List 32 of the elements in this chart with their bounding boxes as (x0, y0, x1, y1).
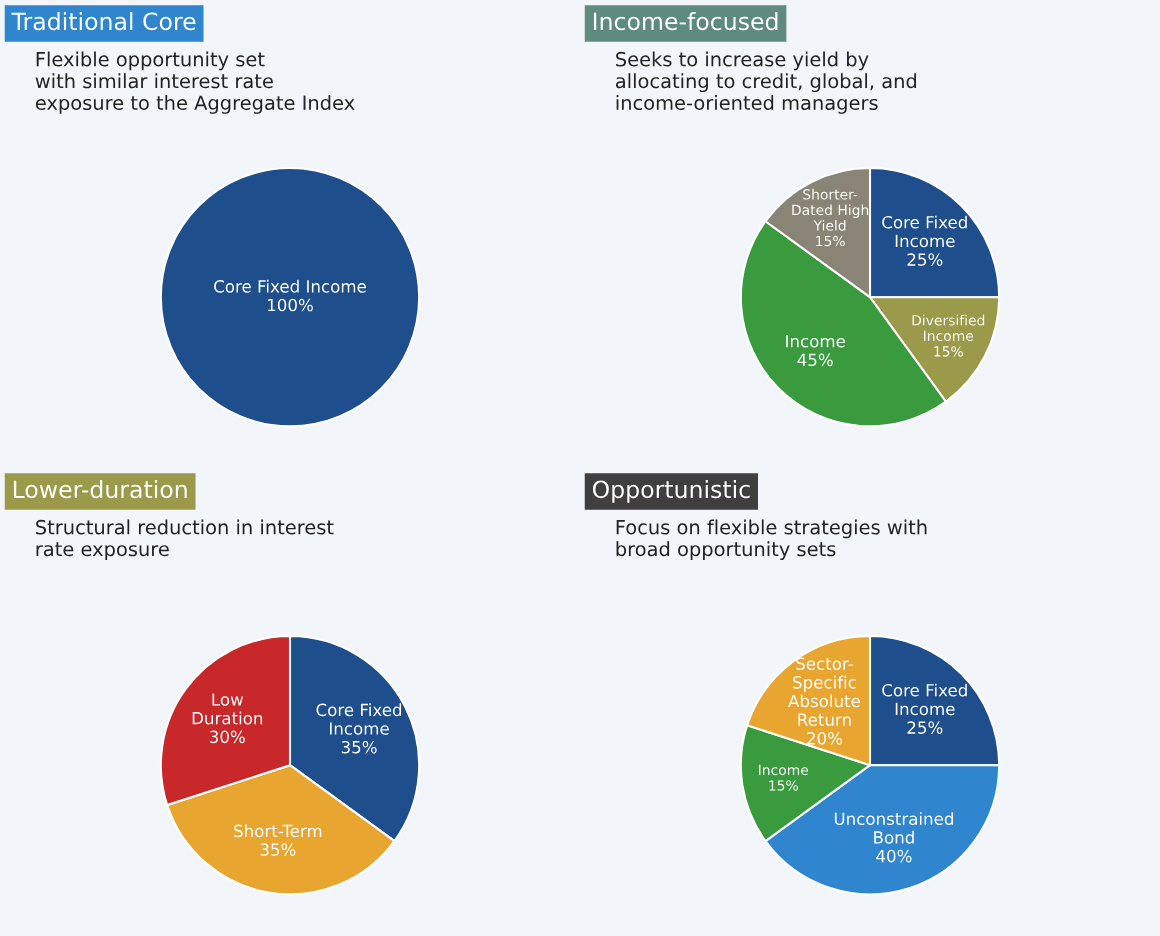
slice-label: Core Fixed Income (882, 683, 967, 716)
data-label: 40% (876, 849, 912, 863)
slice-label: Short-Term (234, 824, 322, 838)
data-label: 45% (797, 353, 833, 367)
data-label: 25% (907, 253, 943, 266)
data-label: 100% (268, 298, 313, 312)
data-label: 20% (807, 732, 843, 745)
slice-label: Shorter- Dated High Yield (792, 188, 869, 231)
data-label: 25% (907, 721, 943, 734)
slice-label: Income (759, 764, 809, 776)
data-label: 15% (816, 235, 845, 247)
data-label: 15% (934, 346, 963, 357)
slice-label: Diversified Income (912, 314, 985, 342)
slice-label: Income (786, 335, 845, 348)
chart-title: Lower-duration (13, 479, 187, 499)
slice-label: Core Fixed Income (214, 279, 366, 293)
slice-label: Low Duration (192, 693, 263, 725)
chart-title: Opportunistic (592, 479, 750, 503)
slice-label: Sector- Specific Absolute Return (788, 657, 860, 726)
chart-subtitle: Focus on flexible strategies with broad opportunity sets (616, 519, 927, 561)
chart-subtitle: Flexible opportunity set with similar interest rate exposure to the Aggregate Index (35, 51, 355, 114)
chart-subtitle: Structural reduction in interest rate exposure (36, 519, 334, 561)
chart-title: Income-focused (593, 11, 778, 31)
data-label: 15% (769, 780, 798, 791)
chart-subtitle: Seeks to increase yield by allocating to credit, global, and income-oriented managers (615, 51, 917, 114)
chart-title: Traditional Core (11, 11, 196, 31)
slice-label: Core Fixed Income (316, 703, 402, 735)
slice-label: Unconstrained Bond (834, 812, 953, 844)
data-label: 35% (341, 740, 377, 754)
slice-label: Core Fixed Income (882, 215, 967, 248)
data-label: 35% (260, 843, 296, 856)
data-label: 30% (210, 730, 245, 744)
